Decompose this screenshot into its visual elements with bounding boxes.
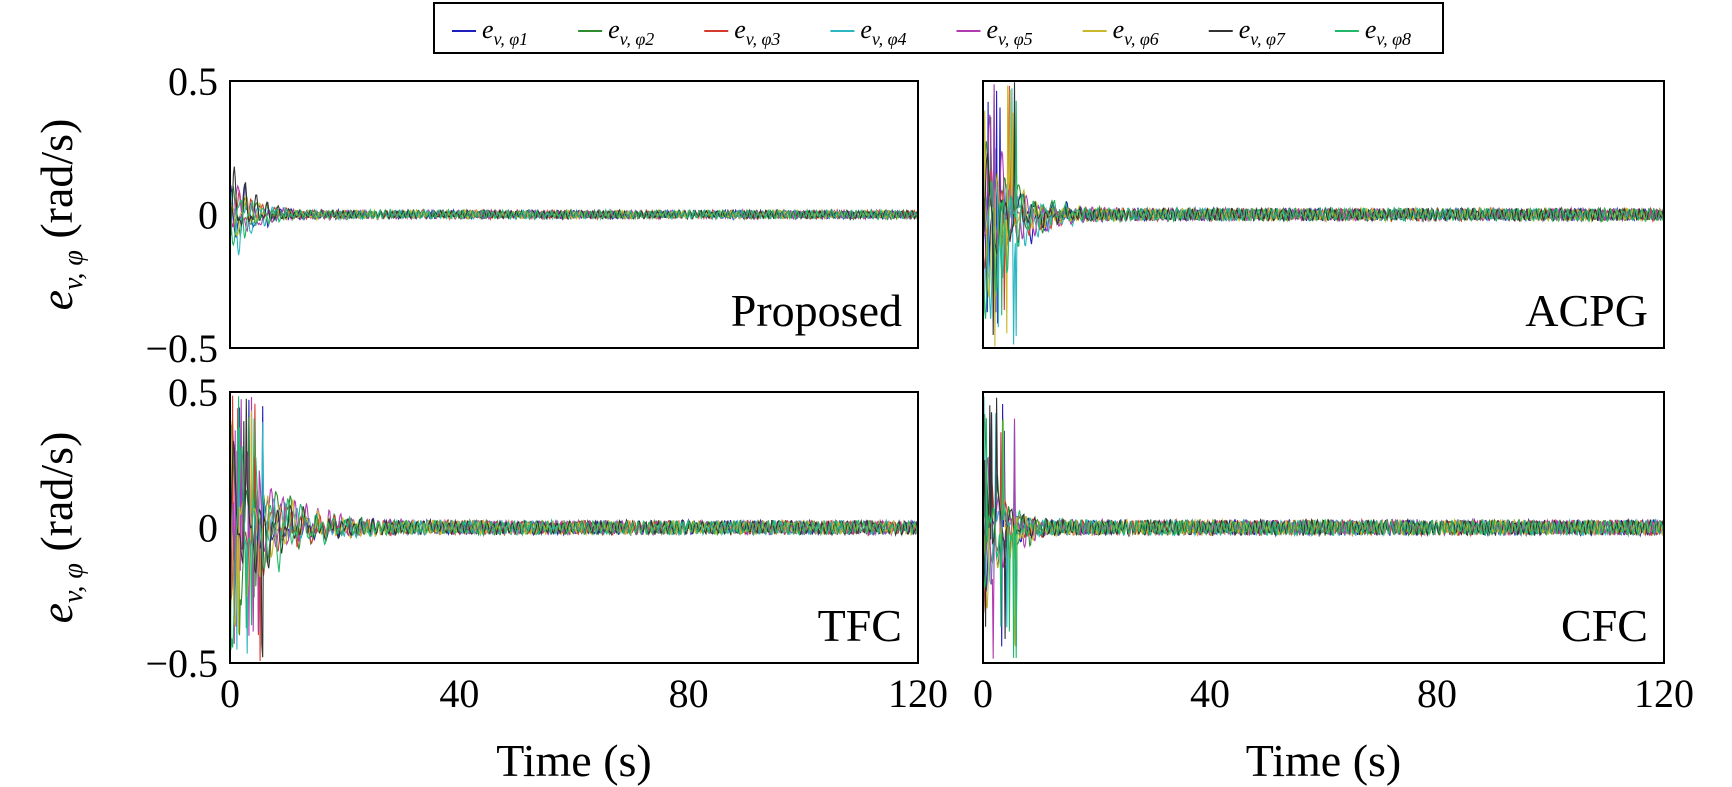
series-line-5 (983, 84, 1664, 247)
series-line-2 (983, 116, 1664, 298)
x-tick-label: 80 (1417, 671, 1457, 716)
legend-entry: ev, φ2 (578, 15, 654, 49)
series-line-3 (230, 189, 918, 228)
x-tick-label: 0 (973, 671, 993, 716)
panel-proposed: 0.5 0 −0.5 Proposed ev, φ (rad/s) (31, 59, 919, 371)
panel-acpg: ACPG (982, 80, 1665, 349)
x-tick-label: 40 (439, 671, 479, 716)
legend: ev, φ1 ev, φ2 ev, φ3 ev, φ4 ev, φ5 ev, φ6 ev, … (433, 2, 1444, 54)
series-line-7 (230, 398, 918, 658)
series-group (230, 166, 918, 256)
series-line-4 (230, 191, 918, 256)
series-line-3 (983, 85, 1664, 311)
series-line-1 (230, 399, 918, 591)
legend-label: ev, φ8 (1365, 15, 1411, 49)
legend-label: ev, φ3 (734, 15, 780, 49)
y-tick-label: 0 (198, 506, 218, 551)
series-group (983, 396, 1664, 659)
y-axis-title: ev, φ (rad/s) (31, 432, 89, 624)
legend-label: ev, φ1 (482, 15, 528, 49)
series-line-4 (230, 421, 918, 654)
legend-label: ev, φ6 (1113, 15, 1159, 49)
legend-entry: ev, φ1 (452, 15, 528, 49)
legend-label: ev, φ5 (987, 15, 1033, 49)
x-tick-label: 80 (669, 671, 709, 716)
series-group (230, 395, 918, 662)
legend-entry: ev, φ4 (830, 15, 907, 49)
series-line-5 (230, 184, 918, 233)
legend-entry: ev, φ8 (1334, 15, 1411, 49)
plot-frame (229, 80, 919, 349)
x-axis-title: Time (s) (1246, 735, 1402, 786)
y-tick-label: 0 (198, 193, 218, 238)
x-tick-label: 120 (888, 671, 948, 716)
legend-label: ev, φ7 (1239, 15, 1286, 49)
panel-label: TFC (818, 600, 902, 651)
plot-frame (982, 80, 1665, 349)
series-line-4 (983, 396, 1664, 628)
panel-cfc: 0 40 80 120 CFC Time (s) (973, 391, 1694, 786)
plot-frame (982, 391, 1665, 664)
x-tick-label: 0 (220, 671, 240, 716)
legend-box (433, 2, 1444, 54)
series-group (983, 82, 1664, 347)
series-line-2 (983, 414, 1664, 564)
y-tick-label: −0.5 (145, 641, 218, 686)
y-tick-label: 0.5 (168, 370, 218, 415)
legend-entry: ev, φ3 (704, 15, 780, 49)
x-axis-title: Time (s) (496, 735, 652, 786)
x-tick-label: 40 (1190, 671, 1230, 716)
panel-label: ACPG (1525, 285, 1648, 336)
series-line-8 (983, 100, 1664, 319)
legend-label: ev, φ4 (860, 15, 906, 49)
legend-entry: ev, φ6 (1082, 15, 1159, 49)
series-line-8 (983, 418, 1664, 659)
series-line-8 (230, 396, 918, 650)
panel-label: Proposed (731, 285, 902, 336)
series-line-8 (230, 198, 918, 247)
y-tick-label: −0.5 (145, 326, 218, 371)
legend-label: ev, φ2 (608, 15, 654, 49)
series-line-7 (230, 166, 918, 238)
y-tick-label: 0.5 (168, 59, 218, 104)
panel-label: CFC (1561, 600, 1648, 651)
plot-frame (229, 391, 919, 664)
y-axis-title: ev, φ (rad/s) (31, 119, 89, 311)
x-tick-label: 120 (1634, 671, 1694, 716)
legend-entry: ev, φ5 (956, 15, 1033, 49)
legend-entry: ev, φ7 (1208, 15, 1286, 49)
